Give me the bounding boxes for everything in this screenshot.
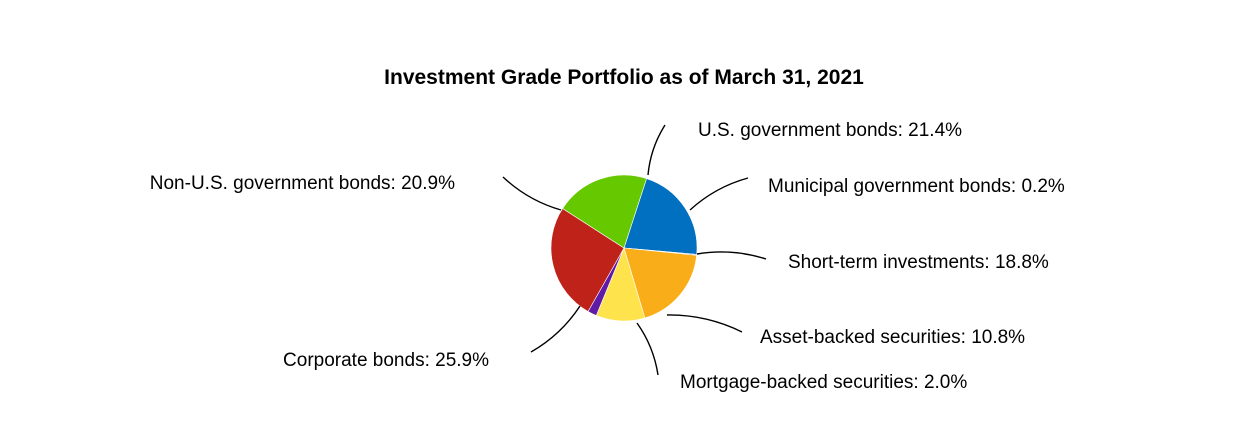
slice-label-u-s-government-bonds: U.S. government bonds: 21.4% bbox=[698, 120, 962, 141]
leader-line-u-s-government-bonds bbox=[647, 124, 666, 176]
slice-label-mortgage-backed-securities: Mortgage-backed securities: 2.0% bbox=[680, 372, 967, 393]
slice-label-asset-backed-securities: Asset-backed securities: 10.8% bbox=[760, 327, 1025, 348]
leader-lines bbox=[502, 124, 767, 376]
pie-slices bbox=[550, 174, 698, 322]
pie-slice-non-u-s-government-bonds bbox=[562, 174, 647, 249]
slice-label-non-u-s-government-bonds: Non-U.S. government bonds: 20.9% bbox=[150, 173, 455, 194]
pie-slice-u-s-government-bonds bbox=[623, 178, 698, 255]
leader-line-non-u-s-government-bonds bbox=[502, 176, 562, 211]
slice-labels: U.S. government bonds: 21.4% Municipal go… bbox=[150, 120, 1065, 393]
slice-label-municipal-government-bonds: Municipal government bonds: 0.2% bbox=[768, 176, 1065, 197]
leader-line-asset-backed-securities bbox=[666, 314, 743, 333]
leader-line-municipal-government-bonds bbox=[689, 177, 749, 211]
pie-slice-corporate-bonds bbox=[550, 208, 625, 312]
pie-slice-short-term-investments bbox=[623, 247, 697, 319]
leader-line-mortgage-backed-securities bbox=[636, 322, 659, 376]
chart-title: Investment Grade Portfolio as of March 3… bbox=[384, 66, 864, 89]
leader-line-short-term-investments bbox=[696, 251, 767, 260]
slice-label-short-term-investments: Short-term investments: 18.8% bbox=[788, 252, 1049, 273]
slice-label-corporate-bonds: Corporate bonds: 25.9% bbox=[283, 350, 489, 371]
leader-line-corporate-bonds bbox=[530, 305, 581, 353]
